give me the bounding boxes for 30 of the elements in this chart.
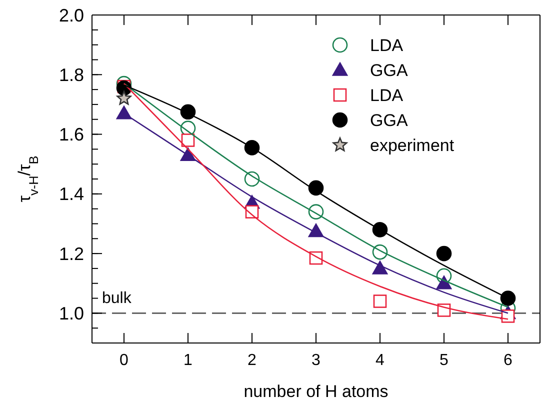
y-tick-label: 2.0 xyxy=(58,5,84,26)
legend-label: LDA xyxy=(370,36,404,55)
x-axis-title: number of H atoms xyxy=(244,382,388,401)
point xyxy=(372,260,388,274)
x-tick-label: 3 xyxy=(312,352,321,369)
point xyxy=(436,276,452,290)
x-tick-label: 6 xyxy=(504,352,513,369)
point xyxy=(180,104,196,120)
point xyxy=(116,90,132,105)
y-tick-label: 1.2 xyxy=(58,244,84,264)
x-tick-label: 1 xyxy=(184,352,193,369)
x-tick-label: 4 xyxy=(376,352,385,369)
y-tick-label: 1.6 xyxy=(58,124,84,145)
point xyxy=(500,290,516,306)
legend-label: LDA xyxy=(370,86,404,105)
x-tick-label: 2 xyxy=(248,352,257,369)
point xyxy=(372,222,388,238)
x-tick-label: 5 xyxy=(440,352,449,369)
x-tick-label: 0 xyxy=(120,352,129,369)
y-tick-label: 1.0 xyxy=(58,303,84,324)
y-tick-label: 1.4 xyxy=(58,184,84,204)
legend-label: GGA xyxy=(370,110,408,130)
legend-label: experiment xyxy=(370,136,454,155)
legend-label: GGA xyxy=(370,60,408,80)
point xyxy=(436,246,452,262)
ref-line-label: bulk xyxy=(102,290,132,308)
y-tick-label: 1.8 xyxy=(58,64,84,85)
point xyxy=(116,106,132,120)
point xyxy=(244,140,260,156)
point xyxy=(308,180,324,196)
